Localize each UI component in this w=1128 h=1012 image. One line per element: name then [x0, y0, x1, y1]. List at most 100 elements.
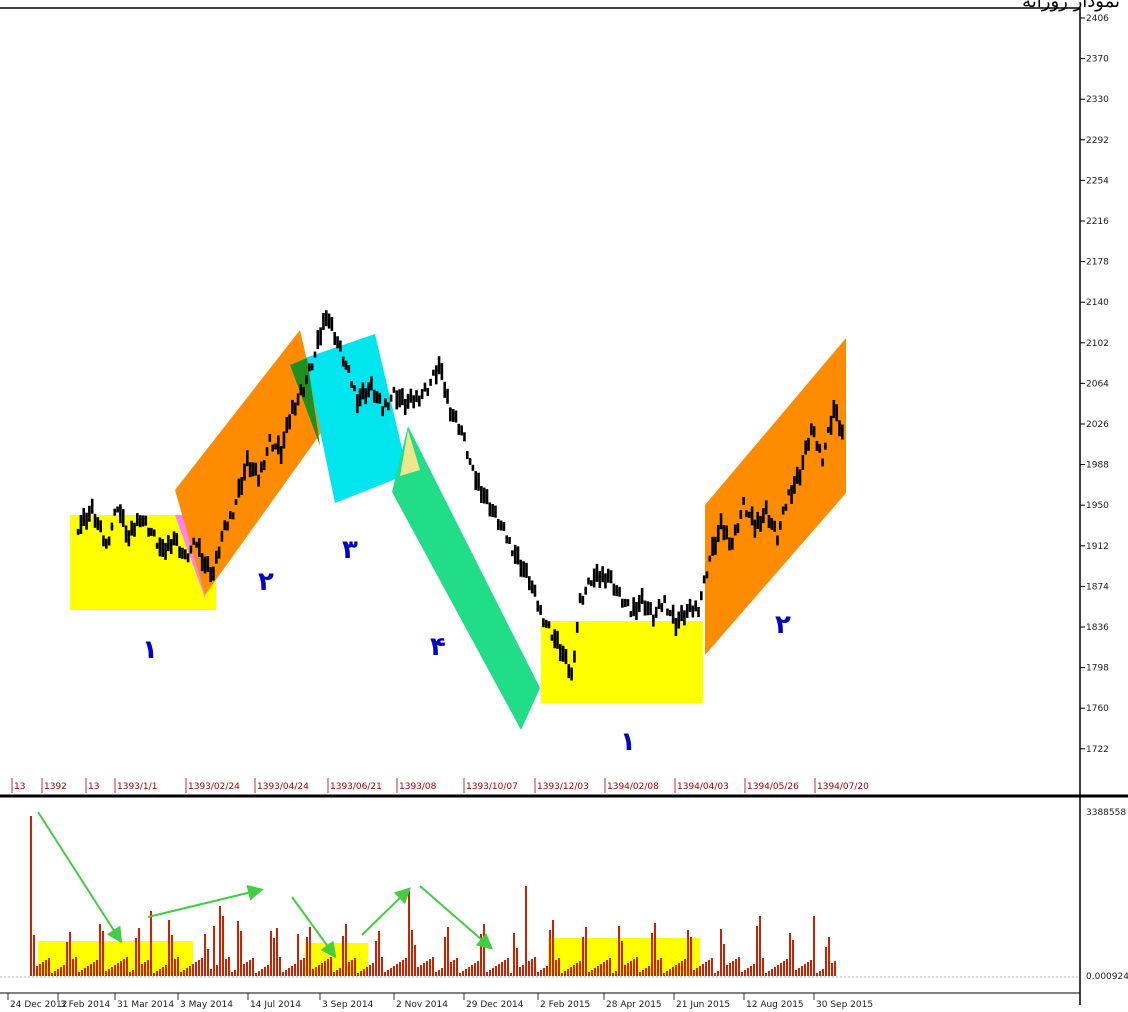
price-candle [635, 601, 638, 620]
price-candle [553, 629, 556, 649]
volume-bar [573, 965, 575, 976]
price-candle [333, 332, 337, 346]
volume-bar [648, 966, 650, 976]
price-candle [82, 507, 86, 526]
volume-bar [159, 969, 161, 976]
volume-bar [369, 965, 371, 976]
volume-bar [816, 973, 818, 976]
wave-label-4: ۴ [430, 632, 446, 662]
volume-bar [360, 971, 362, 976]
volume-bar [762, 958, 764, 976]
zone-cyan-3 [305, 334, 408, 503]
price-candle [223, 520, 227, 531]
volume-bar [261, 969, 263, 976]
price-candle [477, 472, 480, 491]
price-candle [818, 443, 822, 453]
volume-bar [318, 965, 320, 976]
volume-bar [450, 962, 452, 976]
volume-bar [333, 972, 335, 976]
price-tick-label: 2254 [1086, 176, 1109, 186]
price-candle [291, 399, 294, 414]
price-candle [762, 508, 765, 524]
price-candle [364, 388, 368, 405]
volume-bar [303, 958, 305, 976]
volume-bar [213, 926, 215, 976]
price-candle [375, 391, 379, 404]
price-candle [835, 404, 838, 422]
volume-bar [183, 970, 185, 976]
volume-bar [747, 968, 749, 976]
volume-bar [585, 927, 587, 976]
volume-date-label: 3 Feb 2014 [60, 1000, 111, 1010]
price-candle [147, 527, 150, 537]
price-candle [778, 521, 782, 530]
price-candle [677, 611, 681, 629]
volume-bar [219, 906, 221, 976]
price-candle [398, 389, 401, 408]
volume-bar [744, 970, 746, 976]
price-candle [322, 312, 325, 330]
volume-bar [822, 969, 824, 976]
volume-bar [510, 973, 512, 976]
price-candle [299, 384, 303, 396]
volume-bar [591, 970, 593, 976]
volume-bar [324, 961, 326, 976]
volume-date-label: 29 Dec 2014 [466, 1000, 524, 1010]
price-candle [361, 382, 365, 400]
price-candle [798, 469, 802, 486]
price-candle [618, 586, 621, 597]
price-date-labels: 13 1392 13 1393/1/1 1393/02/24 1393/04/24 1393… [11, 778, 869, 793]
volume-bar [528, 961, 530, 976]
price-candle [158, 537, 162, 557]
volume-bar [561, 973, 563, 976]
volume-bar [570, 967, 572, 976]
price-candle [790, 485, 793, 505]
price-date-label: 1393/04/24 [257, 782, 309, 792]
price-date-label: 1394/02/08 [607, 782, 659, 792]
volume-bar [486, 972, 488, 976]
price-candle [637, 594, 641, 612]
volume-bar [627, 963, 629, 976]
volume-bar [306, 937, 308, 976]
volume-bar [264, 967, 266, 976]
volume-bar [489, 970, 491, 976]
volume-bar [375, 941, 377, 976]
price-candle [547, 621, 551, 629]
price-candle [319, 327, 322, 346]
volume-bar [594, 968, 596, 976]
volume-bar [642, 970, 644, 976]
volume-bar [498, 964, 500, 976]
volume-bar [282, 972, 284, 976]
price-candle [237, 478, 241, 498]
volume-bar [474, 963, 476, 976]
price-candle [753, 519, 757, 538]
price-candle [209, 567, 212, 583]
volume-bar [768, 971, 770, 976]
arrow-3 [291, 896, 337, 959]
price-candle [350, 380, 353, 388]
price-candle [195, 541, 198, 548]
volume-bar [144, 962, 146, 976]
price-candle [494, 505, 497, 518]
price-candle [203, 556, 207, 574]
volume-bar [255, 973, 257, 976]
price-tick-label: 1760 [1086, 704, 1109, 714]
price-candle [423, 382, 427, 392]
price-candle [728, 537, 731, 551]
price-candle [127, 530, 131, 547]
price-candle [324, 310, 328, 327]
volume-bar [408, 891, 410, 976]
price-candle [474, 471, 478, 491]
volume-bar [738, 957, 740, 976]
volume-bar [426, 961, 428, 976]
price-candle [206, 555, 210, 572]
volume-date-label: 2 Nov 2014 [396, 1000, 448, 1010]
volume-bar [210, 969, 212, 976]
price-candle [550, 634, 554, 641]
price-candle [381, 406, 384, 417]
price-candle [496, 518, 500, 530]
volume-bar [33, 935, 35, 976]
volume-bar [750, 966, 752, 976]
price-tick-label: 1874 [1086, 582, 1109, 592]
